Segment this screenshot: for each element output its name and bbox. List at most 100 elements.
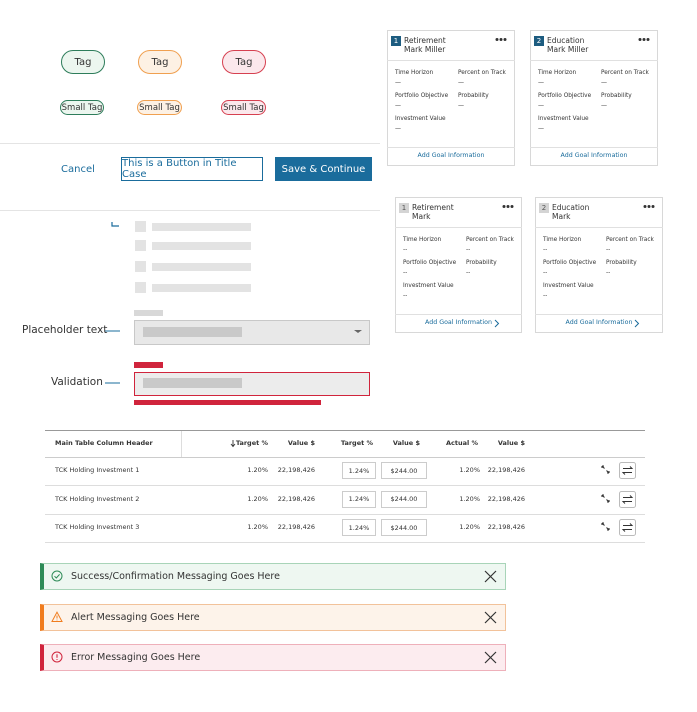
field-value: —: [458, 79, 464, 86]
table-rule: [45, 513, 645, 515]
field-label: Percent on Track: [601, 70, 649, 76]
message-text: Alert Messaging Goes Here: [71, 611, 200, 623]
close-button[interactable]: [484, 651, 497, 664]
message-icon: [51, 651, 63, 663]
field-label: Probability: [458, 93, 489, 99]
skeleton-bar: [152, 223, 251, 231]
table-cell: 1.20%: [459, 466, 480, 474]
field-value: —: [395, 79, 401, 86]
field-value: —: [601, 79, 607, 86]
close-button[interactable]: [484, 570, 497, 583]
sort-arrow[interactable]: [230, 439, 236, 448]
expand-icon[interactable]: [601, 494, 610, 503]
field-label: Investment Value: [395, 116, 446, 122]
field-value: —: [538, 125, 544, 132]
add-goal-link[interactable]: Add Goal Information: [425, 319, 492, 326]
message-icon: [51, 610, 63, 622]
field-value: --: [606, 246, 611, 253]
more-icon[interactable]: [502, 204, 514, 209]
table-rule: [45, 485, 645, 486]
close-button[interactable]: [484, 611, 497, 624]
card-divider: [387, 60, 515, 61]
column-header: Value $: [392, 439, 420, 447]
card-divider: [395, 227, 522, 228]
input-cell: 1.24%: [342, 519, 376, 537]
skeleton-bar: [143, 327, 242, 337]
indicator: [111, 222, 119, 227]
field-label: Time Horizon: [543, 237, 582, 243]
table-cell: 1.20%: [247, 494, 268, 503]
swap-button[interactable]: [619, 490, 636, 508]
skeleton-bar: [143, 378, 242, 388]
divider: [0, 143, 380, 144]
skeleton-bar: [152, 263, 251, 271]
caret: [354, 330, 362, 333]
field-label: Placeholder text: [22, 324, 108, 336]
input-cell: $244.00: [381, 462, 427, 479]
more-icon[interactable]: [643, 204, 655, 209]
add-goal-link[interactable]: Add Goal Information: [565, 319, 633, 326]
table-cell: 22,198,426: [277, 466, 315, 474]
table-cell: 22,198,426: [277, 494, 315, 503]
field-value: —: [538, 102, 544, 109]
field-label: Percent on Track: [466, 237, 514, 243]
card-divider: [530, 147, 658, 148]
chevron: [634, 319, 640, 328]
field-value: --: [543, 292, 548, 299]
card-number: 1: [399, 203, 409, 213]
card-name: Mark Miller: [547, 45, 589, 54]
table-cell: TCK Holding Investment 2: [55, 494, 140, 503]
field-value: —: [458, 102, 464, 109]
secondary-button[interactable]: This is a Button in Title Case: [121, 157, 263, 181]
expand-icon[interactable]: [601, 465, 610, 474]
add-goal-link[interactable]: Add Goal Information: [417, 152, 485, 159]
column-header: Actual %: [445, 439, 478, 447]
card-name: Mark: [412, 212, 431, 221]
more-icon[interactable]: [495, 37, 507, 42]
skeleton-bar: [152, 242, 251, 250]
divider: [0, 210, 380, 211]
primary-button[interactable]: Save & Continue: [275, 157, 372, 181]
add-goal-link[interactable]: Add Goal Information: [560, 152, 628, 159]
expand-icon[interactable]: [601, 522, 610, 531]
cancel-button[interactable]: Cancel: [61, 163, 95, 175]
field-label: Time Horizon: [538, 70, 577, 76]
field-value: --: [403, 292, 408, 299]
input-cell: $244.00: [381, 519, 427, 537]
field-value: --: [466, 246, 471, 253]
table-cell: 1.20%: [247, 523, 268, 532]
field-label: Probability: [606, 260, 637, 266]
field-label: Time Horizon: [403, 237, 442, 243]
card-title: Retirement: [412, 203, 454, 212]
checkbox: [135, 240, 146, 251]
card-divider: [387, 147, 515, 148]
message-banner: [40, 603, 506, 631]
card-number: 1: [391, 36, 401, 46]
table-cell: 22,198,426: [487, 494, 525, 503]
column-header: Main Table Column Header: [55, 439, 153, 447]
field-value: --: [543, 246, 548, 253]
table-rule: [45, 542, 645, 544]
column-header: Value $: [287, 439, 315, 447]
error-bar: [134, 362, 163, 368]
card-divider: [535, 227, 663, 228]
swap-button[interactable]: [619, 519, 636, 537]
message-icon: [51, 570, 63, 582]
field-label: Probability: [466, 260, 497, 266]
field-label: Portfolio Objective: [538, 93, 592, 99]
table-cell: 1.20%: [459, 494, 480, 503]
table-cell: TCK Holding Investment 1: [55, 466, 140, 474]
field-label: Validation: [51, 376, 103, 388]
checkbox: [135, 282, 146, 293]
column-header: Target %: [235, 439, 268, 447]
field-value: --: [403, 269, 408, 276]
more-icon[interactable]: [638, 37, 650, 42]
chevron: [494, 319, 499, 328]
table-rule: [45, 430, 645, 431]
swap-button[interactable]: [619, 462, 636, 479]
message-text: Error Messaging Goes Here: [71, 652, 201, 664]
field-label: Investment Value: [403, 283, 454, 289]
goal-card: [395, 197, 522, 333]
field-label: Probability: [601, 93, 632, 99]
